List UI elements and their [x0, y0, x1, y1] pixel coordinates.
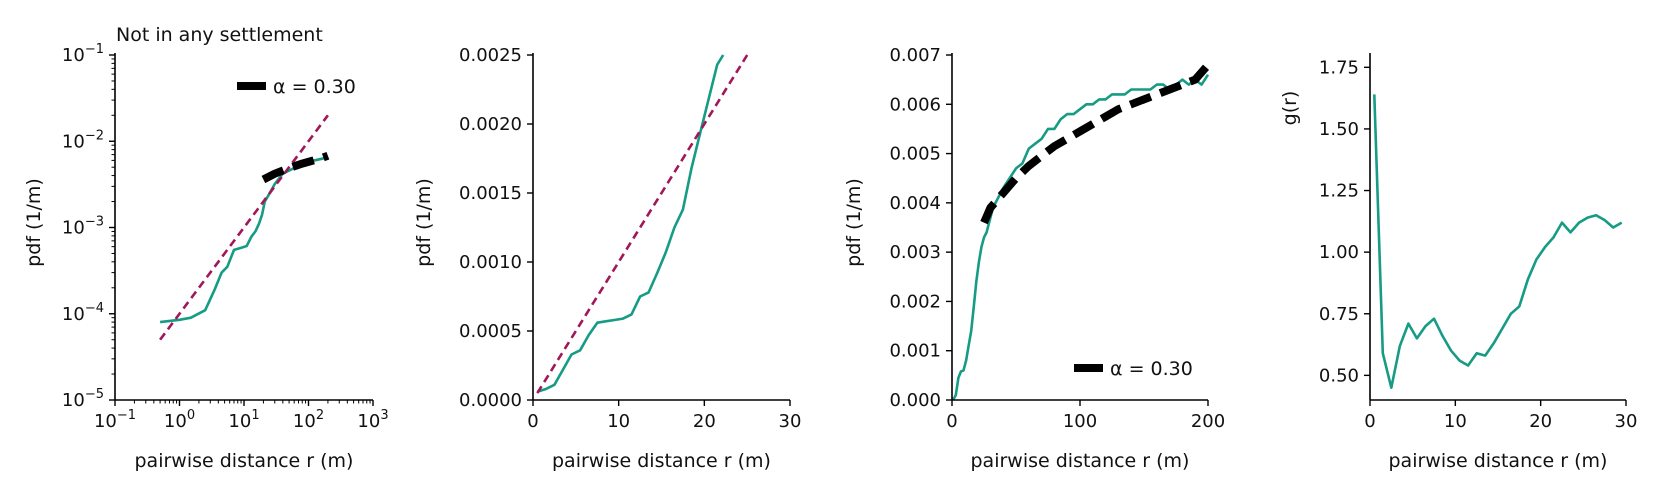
x-axis-label: pairwise distance r (m) — [552, 450, 771, 472]
y-tick-label: 10−2 — [62, 128, 104, 152]
legend: α = 0.30 — [1074, 358, 1193, 380]
y-tick-label: 0.005 — [889, 144, 941, 165]
y-tick-label: 1.25 — [1319, 181, 1359, 202]
figure-title: Not in any settlement — [116, 24, 323, 46]
y-axis-label: pdf (1/m) — [23, 178, 45, 267]
y-tick-label: 1.00 — [1319, 242, 1359, 263]
y-tick-label: 10−1 — [62, 42, 104, 66]
series-fit-line — [980, 62, 1210, 225]
series-dash-line — [536, 54, 749, 394]
x-tick-label: 20 — [693, 411, 716, 432]
series-dash-line — [159, 114, 329, 341]
x-tick-label: 200 — [1191, 411, 1225, 432]
panel-3: 0 100 200 0.000 0.001 0.002 0.003 0.004 0.005 0.0… — [843, 45, 1225, 472]
series-teal-line — [159, 156, 329, 324]
y-axis-label: pdf (1/m) — [843, 178, 865, 267]
x-axis-label: pairwise distance r (m) — [1389, 450, 1608, 472]
y-tick-label: 10−5 — [62, 387, 104, 411]
legend: α = 0.30 — [237, 76, 356, 98]
y-tick-label: 0.0010 — [459, 252, 522, 273]
x-tick-label: 30 — [779, 411, 802, 432]
x-tick-label: 100 — [1063, 411, 1097, 432]
y-tick-label: 0.0025 — [459, 45, 522, 66]
x-tick-label: 100 — [164, 408, 195, 432]
x-tick-label: 101 — [228, 408, 259, 432]
x-tick-label: 10 — [607, 411, 630, 432]
legend-label: α = 0.30 — [273, 76, 356, 98]
y-tick-label: 0.0005 — [459, 321, 522, 342]
y-tick-label: 0.50 — [1319, 365, 1359, 386]
series-teal-line — [536, 54, 725, 393]
y-tick-label: 0.006 — [889, 94, 941, 115]
y-tick-label: 1.50 — [1319, 119, 1359, 140]
x-tick-label: 0 — [527, 411, 538, 432]
x-tick-label: 103 — [357, 408, 388, 432]
y-tick-label: 0.75 — [1319, 304, 1359, 325]
series-teal-line — [952, 73, 1210, 400]
x-tick-label: 0 — [946, 411, 957, 432]
y-tick-label: 0.0015 — [459, 183, 522, 204]
y-tick-label: 0.000 — [889, 390, 941, 411]
x-tick-label: 10 — [1444, 411, 1467, 432]
y-tick-label: 0.003 — [889, 242, 941, 263]
y-axis-label: g(r) — [1279, 91, 1301, 126]
panel-1: 10−1 100 101 102 103 10−5 10−4 10−3 10−2 10−1 pair… — [23, 42, 389, 472]
y-tick-label: 0.0000 — [459, 390, 522, 411]
x-tick-label: 0 — [1364, 411, 1375, 432]
x-tick-label: 30 — [1615, 411, 1638, 432]
y-axis-label: pdf (1/m) — [413, 178, 435, 267]
y-tick-label: 0.002 — [889, 291, 941, 312]
series-teal-line — [1373, 94, 1623, 390]
y-tick-label: 1.75 — [1319, 57, 1359, 78]
y-tick-label: 0.0020 — [459, 114, 522, 135]
panel-2: 0 10 20 30 0.0000 0.0005 0.0010 0.0015 0.0020 0.0… — [413, 45, 801, 472]
y-tick-label: 0.007 — [889, 45, 941, 66]
y-tick-label: 10−4 — [62, 301, 104, 325]
y-tick-label: 0.004 — [889, 193, 941, 214]
y-tick-label: 10−3 — [62, 215, 104, 239]
x-tick-label: 20 — [1529, 411, 1552, 432]
x-axis-label: pairwise distance r (m) — [971, 450, 1190, 472]
series-fit-line — [261, 151, 330, 184]
legend-label: α = 0.30 — [1110, 358, 1193, 380]
y-tick-label: 0.001 — [889, 341, 941, 362]
x-tick-label: 102 — [293, 408, 324, 432]
x-tick-label: 10−1 — [94, 408, 136, 432]
x-axis-label: pairwise distance r (m) — [135, 450, 354, 472]
panel-4: 0 10 20 30 0.50 0.75 1.00 1.25 1.50 1.75 pairwise … — [1279, 53, 1637, 472]
